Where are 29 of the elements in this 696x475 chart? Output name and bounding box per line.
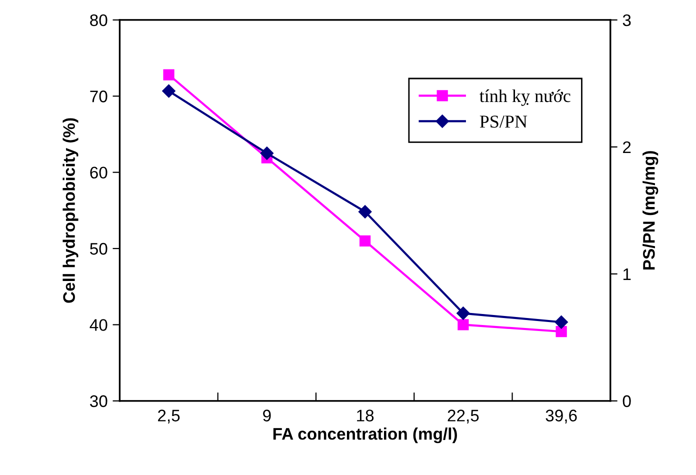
y2-tick-label: 0	[622, 395, 631, 408]
point	[358, 205, 372, 218]
y-tick-label: 70	[90, 90, 108, 102]
point	[260, 146, 274, 160]
point	[359, 235, 371, 246]
x-tick-label: 39,6	[546, 410, 577, 424]
y2-tick-label: 3	[622, 14, 631, 26]
y-axis-title: Cell hydrophobicity (%)	[62, 118, 78, 303]
x-tick-label: 2,5	[158, 410, 180, 424]
y2-tick-label: 1	[623, 268, 631, 280]
y-tick-label: 30	[90, 395, 108, 408]
y-tick-label: 60	[90, 166, 108, 179]
point	[456, 306, 470, 320]
y2-tick-label: 2	[623, 141, 631, 153]
point	[163, 69, 174, 80]
point	[458, 319, 469, 330]
point	[554, 316, 568, 329]
x-tick-label: 22,5	[448, 410, 479, 424]
x-tick-label: 18	[357, 410, 374, 422]
x-tick-label: 9	[263, 410, 271, 422]
y2-axis-title: PS/PN (mg/mg)	[642, 151, 658, 270]
x-axis-title: FA concentration (mg/l)	[273, 428, 457, 444]
y-tick-label: 50	[90, 242, 108, 255]
legend-label: tính kỵ nước	[480, 89, 570, 106]
legend-label: PS/PN	[480, 116, 528, 128]
y-tick-label: 80	[90, 14, 108, 26]
point	[162, 84, 176, 98]
point	[556, 326, 567, 338]
y-tick-label: 40	[90, 319, 108, 331]
